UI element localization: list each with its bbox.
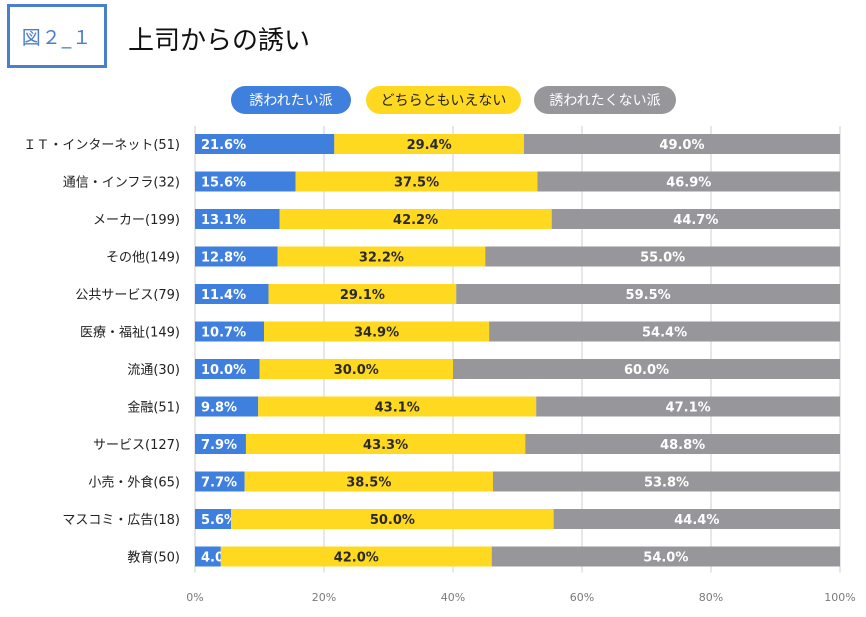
bar-neutral	[264, 321, 490, 342]
bar-neutral	[244, 471, 493, 492]
data-label-invited: 12.8%	[201, 251, 246, 266]
bar-not-invited	[551, 209, 840, 229]
x-tick-label: 80%	[699, 591, 723, 604]
bar-invited	[195, 284, 269, 304]
bar-not-invited	[453, 359, 840, 379]
bar-not-invited	[525, 434, 840, 454]
data-label-invited: 9.8%	[201, 401, 237, 416]
bar-neutral	[231, 509, 554, 529]
data-label-not-invited: 54.0%	[643, 551, 688, 566]
data-label-invited: 10.7%	[201, 326, 246, 341]
x-tick-label: 0%	[186, 591, 203, 604]
data-label-neutral: 50.0%	[370, 513, 415, 528]
x-tick-label: 60%	[570, 591, 594, 604]
data-label-neutral: 30.0%	[334, 363, 379, 378]
bar-invited	[195, 509, 232, 529]
category-label: マスコミ・広告(18)	[62, 513, 180, 528]
category-label: 流通(30)	[127, 363, 180, 378]
category-label: 小売・外食(65)	[88, 475, 180, 491]
bar-neutral	[245, 434, 526, 454]
bar-neutral	[220, 546, 492, 567]
data-label-neutral: 43.3%	[363, 438, 408, 453]
legend-label-neutral: どちらともいえない	[380, 93, 507, 109]
data-label-not-invited: 60.0%	[624, 363, 669, 378]
bar-not-invited	[456, 284, 840, 304]
category-label: メーカー(199)	[93, 213, 180, 228]
data-label-neutral: 34.9%	[354, 326, 399, 341]
category-label: 教育(50)	[127, 550, 180, 566]
figure-label: 図２_１	[7, 4, 107, 68]
bar-neutral	[334, 134, 524, 154]
bar-invited	[195, 471, 245, 492]
bar-neutral	[295, 171, 538, 192]
data-label-not-invited: 47.1%	[666, 401, 711, 416]
category-label: 通信・インフラ(32)	[63, 176, 180, 191]
legend-item-not-invited: 誘われたくない派	[534, 86, 676, 114]
data-label-invited: 15.6%	[201, 176, 246, 191]
bar-neutral	[268, 284, 457, 304]
data-label-not-invited: 53.8%	[644, 476, 689, 491]
bar-invited	[195, 209, 280, 229]
category-label: 金融(51)	[127, 400, 180, 416]
data-label-not-invited: 44.4%	[674, 513, 719, 528]
legend-item-invited: 誘われたい派	[231, 86, 351, 114]
data-label-not-invited: 44.7%	[673, 213, 718, 228]
bar-invited	[195, 246, 278, 267]
data-label-neutral: 38.5%	[346, 476, 391, 491]
data-label-invited: 7.7%	[201, 476, 237, 491]
bar-not-invited	[523, 134, 840, 154]
data-label-neutral: 43.1%	[375, 401, 420, 416]
data-label-not-invited: 59.5%	[626, 288, 671, 303]
x-tick-label: 20%	[312, 591, 336, 604]
bar-invited	[195, 134, 335, 154]
bar-not-invited	[553, 509, 840, 529]
legend-item-neutral: どちらともいえない	[366, 86, 521, 114]
bar-invited	[195, 171, 296, 192]
bar-invited	[195, 546, 221, 567]
category-label: 公共サービス(79)	[75, 288, 180, 303]
category-label: 医療・福祉(149)	[80, 326, 180, 341]
data-label-invited: 5.6%	[201, 513, 237, 528]
page-title: 上司からの誘い	[128, 26, 311, 56]
data-label-neutral: 42.0%	[334, 551, 379, 566]
category-label: その他(149)	[106, 251, 180, 266]
bar-neutral	[259, 359, 453, 379]
data-label-neutral: 32.2%	[359, 251, 404, 266]
data-label-invited: 21.6%	[201, 138, 246, 153]
data-label-not-invited: 48.8%	[660, 438, 705, 453]
bar-invited	[195, 396, 259, 417]
data-label-neutral: 42.2%	[393, 213, 438, 228]
bar-neutral	[258, 396, 537, 417]
bar-not-invited	[536, 396, 840, 417]
bar-invited	[195, 434, 246, 454]
category-label: サービス(127)	[93, 438, 180, 453]
data-label-not-invited: 49.0%	[659, 138, 704, 153]
data-label-invited: 13.1%	[201, 213, 246, 228]
legend-label-invited: 誘われたい派	[249, 93, 333, 109]
bar-invited	[195, 321, 265, 342]
bar-not-invited	[492, 471, 840, 492]
x-tick-label: 40%	[441, 591, 465, 604]
x-tick-label: 100%	[824, 591, 855, 604]
bar-neutral	[279, 209, 552, 229]
data-label-not-invited: 54.4%	[642, 326, 687, 341]
bar-not-invited	[485, 246, 840, 267]
data-label-neutral: 29.1%	[340, 288, 385, 303]
category-label: ＩＴ・インターネット(51)	[23, 138, 180, 153]
data-label-not-invited: 55.0%	[640, 251, 685, 266]
legend-label-not-invited: 誘われたくない派	[549, 93, 661, 109]
data-label-invited: 11.4%	[201, 288, 246, 303]
data-label-not-invited: 46.9%	[666, 176, 711, 191]
bar-not-invited	[537, 171, 840, 192]
bar-invited	[195, 359, 260, 379]
data-label-neutral: 37.5%	[394, 176, 439, 191]
bar-not-invited	[489, 321, 840, 342]
data-label-neutral: 29.4%	[407, 138, 452, 153]
bar-not-invited	[491, 546, 840, 567]
data-label-invited: 7.9%	[201, 438, 237, 453]
data-label-invited: 10.0%	[201, 363, 246, 378]
bar-neutral	[277, 246, 486, 267]
